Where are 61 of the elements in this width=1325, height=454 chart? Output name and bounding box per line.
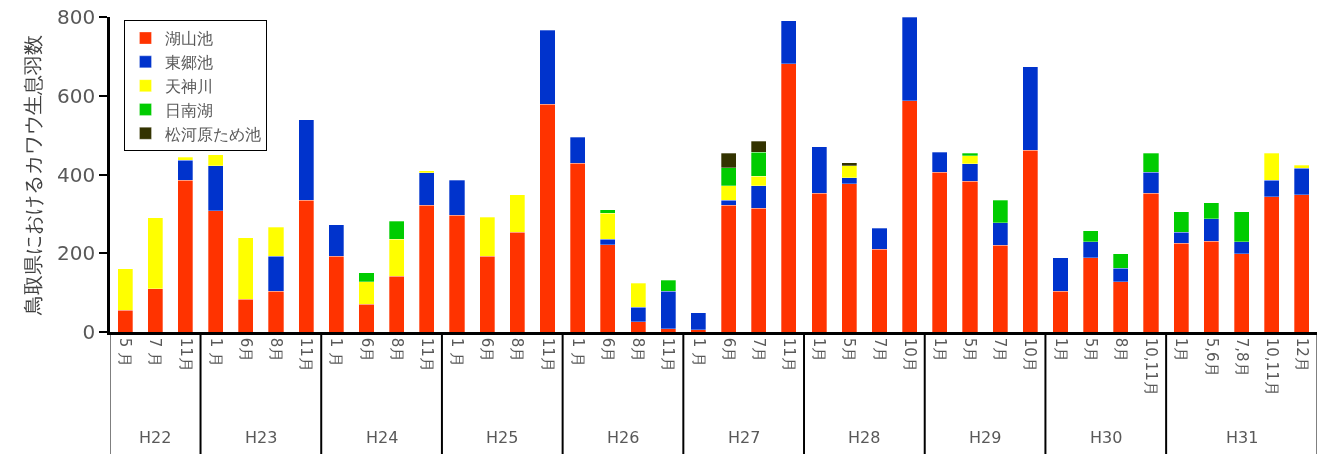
x-tick-label: 8月 xyxy=(508,337,527,363)
x-tick-label: 1月 xyxy=(810,337,829,363)
x-tick-label: 7月 xyxy=(991,337,1010,363)
x-tick-label: 1 月 xyxy=(448,337,467,368)
x-tick-label: 10月 xyxy=(900,337,919,372)
x-tick-label: 6月 xyxy=(478,337,497,363)
y-axis-title: 鳥取県におけるカワウ生息羽数 xyxy=(20,34,45,316)
x-tick-label: 5月 xyxy=(1081,337,1100,363)
x-tick-label: 7月 xyxy=(749,337,768,363)
text: H29 xyxy=(969,428,1002,447)
x-tick-label: 5 月 xyxy=(116,337,135,368)
x-tick-label: 6月 xyxy=(236,337,255,363)
x-tick-label: 5月 xyxy=(840,337,859,363)
legend-label: 東郷池 xyxy=(165,53,214,73)
y-tick-label: 0 xyxy=(82,320,96,344)
x-tick-label: 1月 xyxy=(1172,337,1191,363)
x-tick-label: 8月 xyxy=(1111,337,1130,363)
x-tick-label: 8月 xyxy=(629,337,648,363)
x-tick-label: 7月 xyxy=(870,337,889,363)
x-tick-label: 1 月 xyxy=(689,337,708,368)
x-tick-label: 11月 xyxy=(176,337,195,372)
x-tick-label: 1 月 xyxy=(327,337,346,368)
x-tick-label: 10,11月 xyxy=(1142,337,1161,396)
x-tick-label: 10月 xyxy=(1021,337,1040,372)
x-tick-label: 12月 xyxy=(1293,337,1312,372)
legend-label: 松河原ため池 xyxy=(165,124,262,144)
y-tick-label: 800 xyxy=(57,5,96,29)
x-tick-label: 11月 xyxy=(659,337,678,372)
legend-label: 湖山池 xyxy=(165,29,214,49)
text: H27 xyxy=(728,428,761,447)
text: H22 xyxy=(139,428,172,447)
text: H30 xyxy=(1090,428,1123,447)
x-tick-label: 1月 xyxy=(1051,337,1070,363)
x-tick-label: 11月 xyxy=(780,337,799,372)
text: H31 xyxy=(1226,428,1259,447)
x-tick-label: 5月 xyxy=(961,337,980,363)
x-tick-label: 5,6月 xyxy=(1202,337,1221,377)
x-tick-label: 7 月 xyxy=(146,337,165,368)
x-tick-label: 1月 xyxy=(930,337,949,363)
x-tick-label: 11月 xyxy=(297,337,316,372)
y-tick-label: 200 xyxy=(57,241,96,266)
y-tick-label: 600 xyxy=(57,83,96,108)
x-tick-label: 6月 xyxy=(357,337,376,363)
x-tick-label: 7,8月 xyxy=(1232,337,1251,377)
x-tick-label: 1 月 xyxy=(568,337,587,368)
legend-label: 天神川 xyxy=(165,76,214,96)
x-tick-label: 11月 xyxy=(417,337,436,372)
x-tick-label: 6月 xyxy=(719,337,738,363)
text: H28 xyxy=(848,428,881,447)
x-tick-label: 11月 xyxy=(538,337,557,372)
y-tick-label: 400 xyxy=(57,162,96,187)
x-tick-label: 10,11月 xyxy=(1262,337,1281,396)
text: H23 xyxy=(245,428,278,447)
text: H25 xyxy=(486,428,519,447)
x-tick-label: 6月 xyxy=(599,337,618,363)
x-tick-label: 8月 xyxy=(387,337,406,363)
text: H26 xyxy=(607,428,640,447)
legend-label: 日南湖 xyxy=(165,100,214,120)
text: H24 xyxy=(366,428,399,447)
x-tick-label: 8月 xyxy=(267,337,286,363)
x-tick-label: 1 月 xyxy=(206,337,225,368)
